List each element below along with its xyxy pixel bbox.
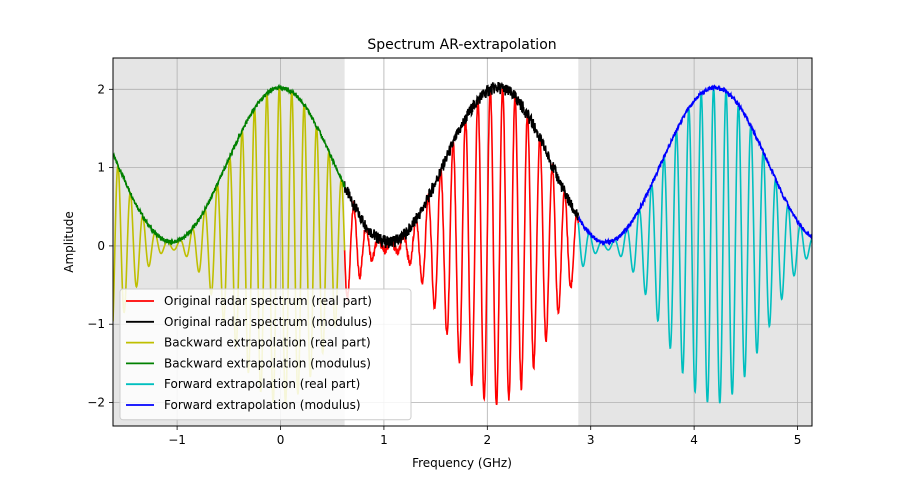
- x-tick-label: 1: [380, 433, 388, 447]
- y-axis-label: Amplitude: [62, 211, 76, 273]
- legend-entry: Backward extrapolation (real part): [164, 336, 371, 350]
- plot-frame: [112, 57, 813, 427]
- series-line-backward-extrapolation-modulus: [113, 83, 346, 246]
- legend-entry: Forward extrapolation (modulus): [164, 398, 361, 412]
- y-tick-label: 0: [97, 239, 105, 253]
- y-tick-label: −1: [87, 317, 105, 331]
- x-tick-label: 0: [277, 433, 285, 447]
- x-tick-label: 5: [794, 433, 802, 447]
- series-lines: [113, 81, 812, 406]
- series-line-backward-extrapolation-real-part: [113, 87, 346, 406]
- legend-entry: Forward extrapolation (real part): [164, 377, 360, 391]
- y-tick-label: 1: [97, 161, 105, 175]
- series-line-forward-extrapolation-modulus: [578, 84, 812, 246]
- legend-entry: Original radar spectrum (modulus): [164, 315, 372, 329]
- x-tick-label: −1: [168, 433, 186, 447]
- x-tick-label: 4: [690, 433, 698, 447]
- legend: Original radar spectrum (real part) Origi…: [119, 288, 412, 421]
- y-tick-label: 2: [97, 82, 105, 96]
- x-tick-label: 2: [483, 433, 491, 447]
- series-line-original-radar-spectrum-modulus: [343, 81, 580, 249]
- y-axis-ticks: −2 −1 0 1 2: [87, 82, 113, 410]
- y-tick-label: −2: [87, 396, 105, 410]
- x-axis-ticks: −1 0 1 2 3 4 5: [168, 426, 801, 447]
- legend-box: [119, 288, 412, 421]
- series-line-forward-extrapolation-real-part: [577, 87, 812, 404]
- x-axis-label: Frequency (GHz): [412, 456, 512, 470]
- legend-entry: Original radar spectrum (real part): [164, 294, 372, 308]
- x-tick-label: 3: [587, 433, 595, 447]
- chart-title: Spectrum AR-extrapolation: [367, 37, 556, 53]
- legend-entry: Backward extrapolation (modulus): [164, 356, 371, 370]
